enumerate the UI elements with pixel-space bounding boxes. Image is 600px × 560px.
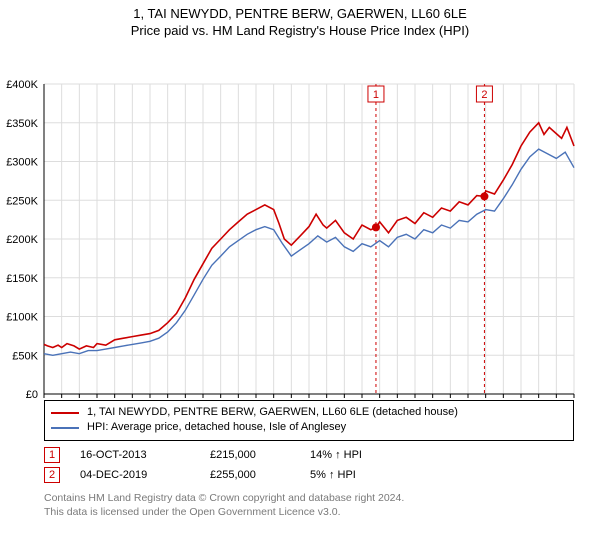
svg-text:£0: £0 [26, 389, 38, 398]
sale-price-2: £255,000 [210, 469, 290, 481]
svg-text:£200K: £200K [6, 234, 38, 246]
attribution-line-2: This data is licensed under the Open Gov… [44, 505, 574, 519]
svg-text:£400K: £400K [6, 79, 38, 91]
sale-marker-1: 1 [44, 447, 60, 463]
svg-text:£50K: £50K [12, 350, 38, 362]
sale-row-2: 2 04-DEC-2019 £255,000 5% ↑ HPI [44, 465, 574, 485]
legend: 1, TAI NEWYDD, PENTRE BERW, GAERWEN, LL6… [44, 400, 574, 441]
legend-item-2: HPI: Average price, detached house, Isle… [51, 420, 567, 435]
legend-swatch-2 [51, 427, 79, 429]
attribution: Contains HM Land Registry data © Crown c… [44, 491, 574, 519]
svg-text:£250K: £250K [6, 195, 38, 207]
price-chart: £0 £50K £100K £150K £200K £250K £300K £350K £400… [0, 38, 600, 398]
legend-item-1: 1, TAI NEWYDD, PENTRE BERW, GAERWEN, LL6… [51, 405, 567, 420]
attribution-line-1: Contains HM Land Registry data © Crown c… [44, 491, 574, 505]
svg-text:£100K: £100K [6, 312, 38, 324]
sale-date-1: 16-OCT-2013 [80, 449, 190, 461]
legend-label-1: 1, TAI NEWYDD, PENTRE BERW, GAERWEN, LL6… [87, 405, 458, 420]
legend-label-2: HPI: Average price, detached house, Isle… [87, 420, 346, 435]
svg-text:1: 1 [373, 89, 379, 101]
sale-row-1: 1 16-OCT-2013 £215,000 14% ↑ HPI [44, 445, 574, 465]
chart-title-subtitle: Price paid vs. HM Land Registry's House … [0, 23, 600, 38]
svg-text:£350K: £350K [6, 118, 38, 130]
sale-marker-2: 2 [44, 467, 60, 483]
svg-text:2: 2 [481, 89, 487, 101]
svg-text:£150K: £150K [6, 273, 38, 285]
sale-date-2: 04-DEC-2019 [80, 469, 190, 481]
legend-swatch-1 [51, 412, 79, 414]
sale-price-1: £215,000 [210, 449, 290, 461]
chart-title-address: 1, TAI NEWYDD, PENTRE BERW, GAERWEN, LL6… [0, 6, 600, 21]
sale-pct-1: 14% ↑ HPI [310, 449, 400, 461]
svg-text:£300K: £300K [6, 157, 38, 169]
sale-pct-2: 5% ↑ HPI [310, 469, 400, 481]
sales-notes: 1 16-OCT-2013 £215,000 14% ↑ HPI 2 04-DE… [44, 445, 574, 485]
